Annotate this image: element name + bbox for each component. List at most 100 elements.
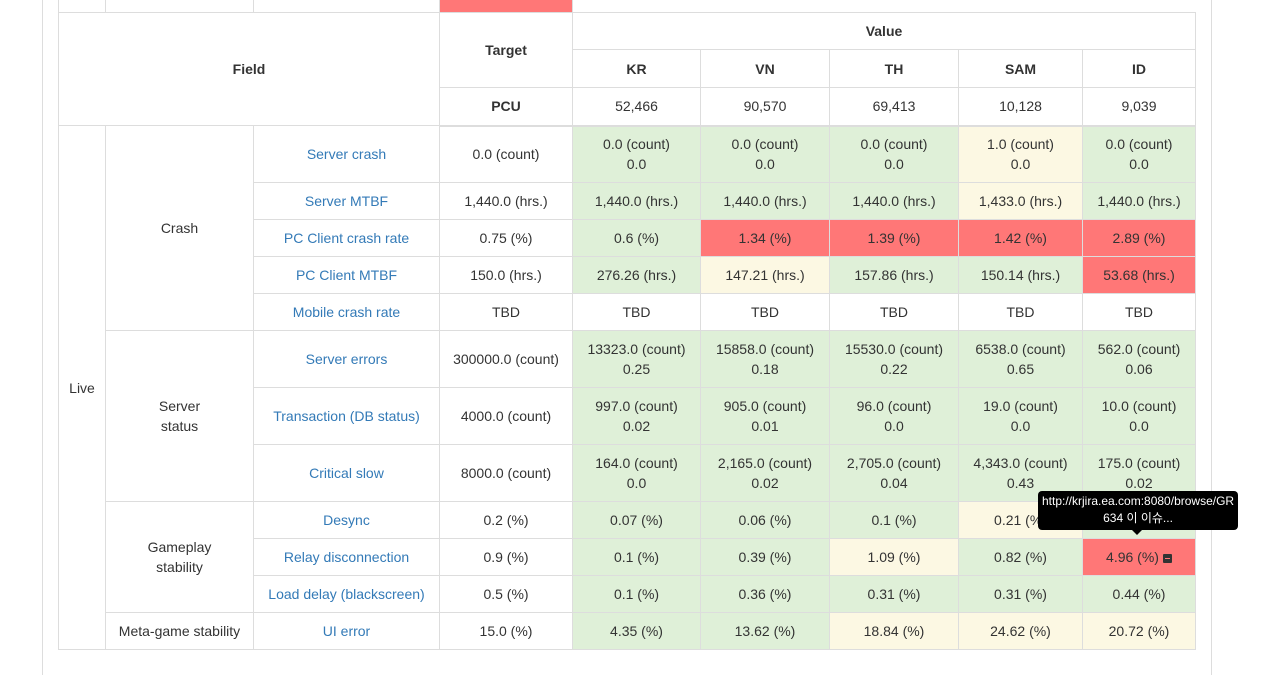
target-header: Target bbox=[439, 12, 573, 88]
tooltip-text: 634 이 이슈... bbox=[1103, 511, 1173, 525]
target-cell: 15.0 (%) bbox=[439, 612, 573, 650]
value-cell: 4.96 (%) bbox=[1082, 538, 1196, 576]
tooltip-arrow bbox=[1132, 530, 1142, 535]
group-crash: Crash bbox=[105, 125, 254, 331]
pcu-sam: 10,128 bbox=[958, 87, 1083, 127]
tooltip-url: http://krjira.ea.com:8080/browse/GR bbox=[1042, 494, 1235, 508]
value-header: Value bbox=[572, 12, 1196, 50]
pcu-id: 9,039 bbox=[1082, 87, 1196, 127]
target-cell: 1,440.0 (hrs.) bbox=[439, 182, 573, 220]
field-link[interactable]: Desync bbox=[253, 501, 440, 539]
value-cell: 2.89 (%) bbox=[1082, 219, 1196, 257]
value-cell: 157.86 (hrs.) bbox=[829, 256, 959, 294]
value-cell: 0.1 (%) bbox=[572, 575, 701, 613]
value-cell: 13323.0 (count) 0.25 bbox=[572, 330, 701, 388]
value-cell: 1.0 (count) 0.0 bbox=[958, 125, 1083, 183]
field-link[interactable]: Server MTBF bbox=[253, 182, 440, 220]
target-cell: 0.2 (%) bbox=[439, 501, 573, 539]
value-cell: 0.36 (%) bbox=[700, 575, 830, 613]
value-cell: 147.21 (hrs.) bbox=[700, 256, 830, 294]
metrics-table: Field Target Value KR VN TH SAM ID PCU 5… bbox=[58, 0, 1196, 650]
field-link[interactable]: Server errors bbox=[253, 330, 440, 388]
target-cell: 4000.0 (count) bbox=[439, 387, 573, 445]
field-link[interactable]: PC Client MTBF bbox=[253, 256, 440, 294]
value-cell: 0.31 (%) bbox=[829, 575, 959, 613]
value-cell: 53.68 (hrs.) bbox=[1082, 256, 1196, 294]
target-cell: 8000.0 (count) bbox=[439, 444, 573, 502]
target-cell: 150.0 (hrs.) bbox=[439, 256, 573, 294]
group-meta-game-stability: Meta-game stability bbox=[105, 612, 254, 650]
table-row: Relay disconnection 0.9 (%) 0.1 (%) 0.39… bbox=[59, 538, 1196, 576]
value-cell: 0.44 (%) bbox=[1082, 575, 1196, 613]
value-cell: 997.0 (count) 0.02 bbox=[572, 387, 701, 445]
value-cell: 0.0 (count) 0.0 bbox=[572, 125, 701, 183]
value-cell: 18.84 (%) bbox=[829, 612, 959, 650]
field-link[interactable]: PC Client crash rate bbox=[253, 219, 440, 257]
field-link[interactable]: Transaction (DB status) bbox=[253, 387, 440, 445]
pcu-label: PCU bbox=[439, 87, 573, 127]
table-row: Mobile crash rate TBD TBD TBD TBD TBD TB… bbox=[59, 293, 1196, 331]
target-cell: 300000.0 (count) bbox=[439, 330, 573, 388]
value-cell: 19.0 (count) 0.0 bbox=[958, 387, 1083, 445]
value-cell: 0.6 (%) bbox=[572, 219, 701, 257]
value-cell: 0.0 (count) 0.0 bbox=[829, 125, 959, 183]
value-cell: 0.31 (%) bbox=[958, 575, 1083, 613]
pcu-kr: 52,466 bbox=[572, 87, 701, 127]
region-header-sam: SAM bbox=[958, 49, 1083, 88]
value-cell: 0.0 (count) 0.0 bbox=[700, 125, 830, 183]
target-cell: 0.9 (%) bbox=[439, 538, 573, 576]
region-header-vn: VN bbox=[700, 49, 830, 88]
table-row: PC Client crash rate 0.75 (%) 0.6 (%) 1.… bbox=[59, 219, 1196, 257]
value-cell: 0.1 (%) bbox=[829, 501, 959, 539]
field-link[interactable]: UI error bbox=[253, 612, 440, 650]
value-cell: 4.35 (%) bbox=[572, 612, 701, 650]
live-label: Live bbox=[58, 125, 106, 650]
group-server-status: Server status bbox=[105, 330, 254, 502]
table-row: Server MTBF 1,440.0 (hrs.) 1,440.0 (hrs.… bbox=[59, 182, 1196, 220]
value-cell: 0.1 (%) bbox=[572, 538, 701, 576]
table-row: Server status Server errors 300000.0 (cou… bbox=[59, 330, 1196, 502]
value-cell: 0.06 (%) bbox=[700, 501, 830, 539]
region-header-kr: KR bbox=[572, 49, 701, 88]
value-cell: TBD bbox=[829, 293, 959, 331]
value-cell: 0.82 (%) bbox=[958, 538, 1083, 576]
jira-link-tooltip: http://krjira.ea.com:8080/browse/GR 634 … bbox=[1038, 491, 1238, 530]
value-cell: 276.26 (hrs.) bbox=[572, 256, 701, 294]
value-cell: 15530.0 (count) 0.22 bbox=[829, 330, 959, 388]
value-cell: 164.0 (count) 0.0 bbox=[572, 444, 701, 502]
value-cell: 0.39 (%) bbox=[700, 538, 830, 576]
value-cell: 24.62 (%) bbox=[958, 612, 1083, 650]
field-link[interactable]: Relay disconnection bbox=[253, 538, 440, 576]
external-link-icon[interactable] bbox=[1162, 554, 1172, 563]
field-header: Field bbox=[58, 12, 440, 126]
target-cell: TBD bbox=[439, 293, 573, 331]
value-cell: 6538.0 (count) 0.65 bbox=[958, 330, 1083, 388]
field-link[interactable]: Load delay (blackscreen) bbox=[253, 575, 440, 613]
target-cell: 0.5 (%) bbox=[439, 575, 573, 613]
target-cell: 0.0 (count) bbox=[439, 125, 573, 183]
value-cell: 2,705.0 (count) 0.04 bbox=[829, 444, 959, 502]
value-cell: 1,440.0 (hrs.) bbox=[572, 182, 701, 220]
value-cell: 1.42 (%) bbox=[958, 219, 1083, 257]
value-cell: 0.0 (count) 0.0 bbox=[1082, 125, 1196, 183]
value-cell: TBD bbox=[1082, 293, 1196, 331]
table-row: Load delay (blackscreen) 0.5 (%) 0.1 (%)… bbox=[59, 575, 1196, 613]
table-row: Live Crash Server crash 0.0 (count) 0.0 … bbox=[58, 125, 1196, 650]
value-cell: TBD bbox=[958, 293, 1083, 331]
field-link[interactable]: Server crash bbox=[253, 125, 440, 183]
field-link[interactable]: Critical slow bbox=[253, 444, 440, 502]
value-cell: 20.72 (%) bbox=[1082, 612, 1196, 650]
value-cell: 1,440.0 (hrs.) bbox=[700, 182, 830, 220]
table-row: Meta-game stability UI error 15.0 (%) 4.… bbox=[59, 612, 1196, 650]
value-cell: 150.14 (hrs.) bbox=[958, 256, 1083, 294]
value-cell: 13.62 (%) bbox=[700, 612, 830, 650]
region-header-id: ID bbox=[1082, 49, 1196, 88]
value-cell: 10.0 (count) 0.0 bbox=[1082, 387, 1196, 445]
value-cell: 1.09 (%) bbox=[829, 538, 959, 576]
value-cell: 1,440.0 (hrs.) bbox=[829, 182, 959, 220]
value-cell: 2,165.0 (count) 0.02 bbox=[700, 444, 830, 502]
value-cell: 1.39 (%) bbox=[829, 219, 959, 257]
previous-row-partial bbox=[58, 0, 1196, 13]
pcu-th: 69,413 bbox=[829, 87, 959, 127]
field-link[interactable]: Mobile crash rate bbox=[253, 293, 440, 331]
